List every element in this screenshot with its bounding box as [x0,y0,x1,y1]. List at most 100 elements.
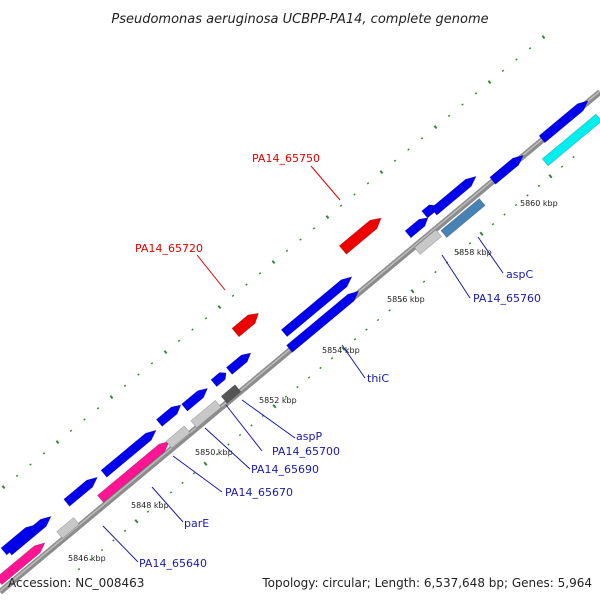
gene-arrow[interactable] [97,440,171,503]
highlighted-gene-arrow[interactable] [338,217,382,255]
outer-track-dot [1,485,6,490]
outer-track-dot [447,114,451,118]
gene-labels: PA14_65750 PA14_65720 aspC PA14_65760 th… [135,152,541,570]
outer-track-dot [501,69,505,73]
gene-arrow[interactable] [413,229,443,255]
inner-track-dot [100,548,104,552]
leader-line [341,344,366,379]
leader-line [196,254,226,291]
inner-track-dot [272,404,277,409]
gene-arrow[interactable] [0,524,37,556]
outer-track-dot [299,238,302,241]
gene-label-pa14-65690[interactable]: PA14_65690 [251,463,319,476]
gene-arrow[interactable] [220,384,242,404]
gene-label-pa14-65760[interactable]: PA14_65760 [473,292,541,305]
inner-track-dot [388,309,391,312]
outer-track-dot [15,474,19,478]
gene-arrow[interactable] [541,113,600,167]
gene-arrow[interactable] [440,198,486,238]
inner-track-dot [353,337,357,341]
inner-track-dot [238,433,242,437]
outer-track-dot [109,395,114,400]
outer-track-dot [312,227,316,230]
gene-arrow[interactable] [155,404,182,427]
gene-arrow[interactable] [538,100,589,144]
gene-label-pa14-65640[interactable]: PA14_65640 [139,557,207,570]
leader-line [172,455,223,493]
gene-arrow[interactable] [286,290,360,353]
outer-track-dot [123,384,127,388]
gene-arrow[interactable] [165,425,191,449]
gene-arrow[interactable] [225,352,252,375]
outer-track-dot [285,249,289,253]
outer-track-dot [177,339,181,343]
tick-label: 5854 kbp [322,346,360,355]
inner-track-dot [296,385,299,389]
outer-track-dot [487,80,492,85]
gene-arrow[interactable] [210,372,227,388]
gene-arrow[interactable] [100,429,157,478]
gene-arrow[interactable] [63,476,98,507]
tick-label: 5850 kbp [195,448,233,457]
leader-line [204,427,251,470]
gene-arrow[interactable] [181,387,209,412]
tick-label: 5860 kbp [520,199,558,208]
inner-track-dot [503,213,506,216]
inner-track-dot [548,174,553,179]
inner-track-dot [491,222,495,226]
inner-track-dot [250,424,253,427]
gene-label-pare[interactable]: parE [184,517,209,530]
gene-label-pa14-65700[interactable]: PA14_65700 [272,445,340,458]
gene-label-pa14-65750[interactable]: PA14_65750 [252,152,320,165]
inner-track-dot [365,328,368,331]
map-title: Pseudomonas aeruginosa UCBPP-PA14, compl… [111,12,488,27]
outer-track-dot [258,272,262,275]
outer-track-dot [150,362,154,365]
outer-track-dot [366,182,370,185]
gene-label-thic[interactable]: thiC [367,372,389,385]
inner-track-dot [146,510,150,513]
outer-track-dot [461,103,464,106]
inner-track-dot [434,270,437,274]
outer-track-dot [325,215,330,220]
inner-track-dot [215,452,219,456]
outer-track-dot [245,283,248,286]
inner-track-dot [526,194,529,197]
inner-track-dot [261,414,265,418]
gene-arrow[interactable] [190,399,222,429]
gene-arrow[interactable] [404,217,429,239]
outer-dots-track [1,35,546,490]
inner-track-dot [330,357,334,360]
gene-label-pa14-65720[interactable]: PA14_65720 [135,242,203,255]
inner-track-dot [134,519,139,524]
gene-label-pa14-65670[interactable]: PA14_65670 [225,486,293,499]
gene-arrow[interactable] [56,517,80,539]
tick-label: 5846 kbp [68,554,106,563]
inner-track-dot [468,242,472,245]
gene-label-aspc[interactable]: aspC [506,268,533,281]
outer-track-dot [69,429,73,433]
inner-track-dot [537,184,541,188]
inner-track-dot [203,461,208,466]
gene-label-aspp[interactable]: aspP [296,430,322,443]
inner-dots-track [77,155,575,571]
inner-track-dot [457,251,460,255]
gene-arrow[interactable] [280,276,353,338]
gene-arrow[interactable] [0,542,46,586]
outer-track-dot [29,463,32,466]
outer-track-dot [407,148,410,151]
outer-track-dot [379,170,384,175]
outer-track-dot [231,294,235,298]
inner-track-dot [77,567,81,571]
leader-line [310,165,341,201]
gene-arrow[interactable] [489,154,524,185]
inner-track-dot [89,558,92,561]
gene-arrow[interactable] [430,175,477,216]
highlighted-gene-arrow[interactable] [231,313,259,338]
outer-track-dot [353,193,356,196]
outer-track-dot [217,305,222,310]
leader-line [441,254,471,299]
outer-track-dot [474,92,478,95]
inner-track-dot [158,500,161,504]
